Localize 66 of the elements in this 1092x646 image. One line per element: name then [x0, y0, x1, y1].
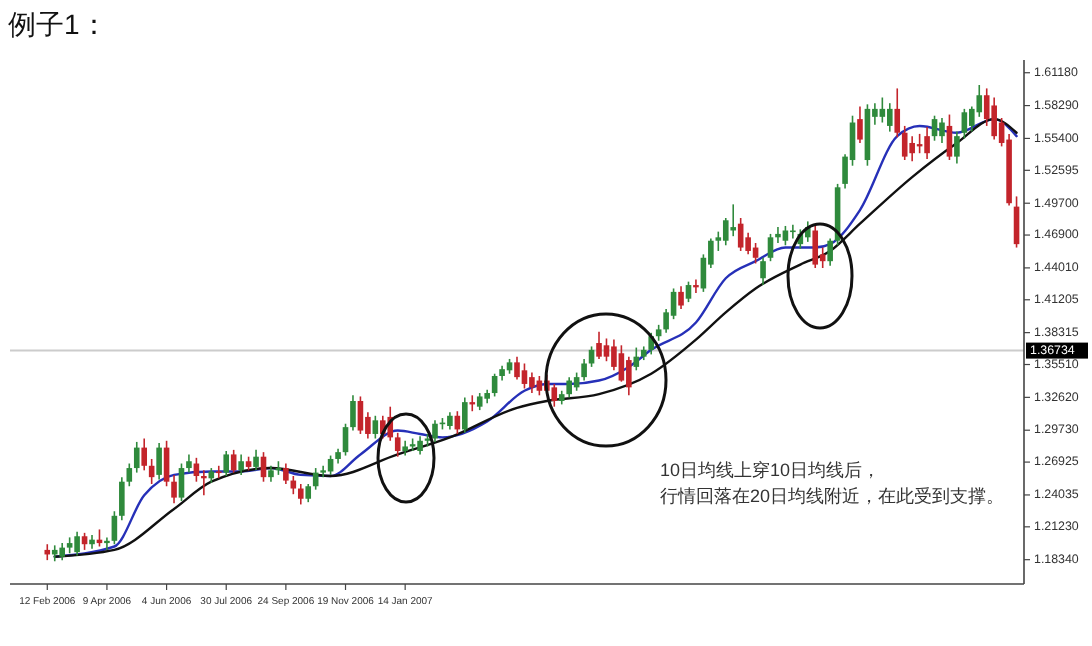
- candlestick: [462, 396, 468, 434]
- candlestick: [693, 278, 699, 294]
- candlestick: [901, 125, 908, 161]
- candlestick: [514, 355, 520, 381]
- candlestick: [551, 383, 558, 408]
- candlestick: [230, 449, 237, 474]
- candlestick: [350, 394, 356, 432]
- annotation: 行情回落在20日均线附近，在此受到支撑。: [660, 486, 1005, 506]
- candlestick: [201, 469, 207, 497]
- candlestick: [133, 441, 140, 474]
- candlestick: [156, 442, 162, 481]
- candlestick: [51, 544, 58, 563]
- candlestick: [223, 450, 230, 477]
- chart-title: 例子1：: [8, 8, 108, 40]
- annotation: 10日均线上穿10日均线后，: [660, 460, 881, 480]
- candlestick: [469, 394, 476, 413]
- candlestick: [737, 217, 744, 252]
- candlestick: [827, 237, 833, 267]
- candlestick: [178, 462, 185, 502]
- candlestick: [760, 256, 766, 286]
- candlestick: [215, 464, 222, 480]
- candlestick: [529, 371, 535, 394]
- candlestick: [991, 96, 997, 141]
- candlestick: [886, 102, 893, 133]
- candlestick: [790, 224, 796, 240]
- candlestick: [44, 543, 51, 561]
- candlestick: [603, 337, 610, 363]
- candlestick: [104, 536, 110, 551]
- candlestick: [141, 437, 148, 472]
- candlestick: [946, 113, 953, 161]
- candlestick: [372, 414, 379, 440]
- candlestick: [394, 432, 401, 458]
- candlestick: [685, 280, 692, 303]
- candlestick: [618, 344, 625, 383]
- candlestick: [581, 358, 587, 382]
- candlestick: [283, 462, 289, 485]
- candlestick: [745, 231, 751, 256]
- candlestick: [775, 226, 781, 244]
- candlestick: [909, 135, 915, 162]
- candlestick: [186, 453, 192, 474]
- candlestick: [171, 474, 177, 505]
- candlestick: [297, 483, 304, 506]
- candlestick: [961, 108, 968, 140]
- candlestick: [238, 453, 244, 476]
- candlestick: [305, 483, 312, 503]
- candlestick: [954, 130, 960, 165]
- candlestick: [566, 376, 572, 399]
- candlestick: [626, 355, 632, 397]
- candlestick: [924, 126, 930, 160]
- candlestick: [812, 224, 819, 269]
- candlestick: [74, 530, 80, 557]
- candlestick: [253, 449, 259, 472]
- candlestick: [357, 395, 364, 435]
- candlestick: [633, 346, 640, 372]
- candlestick: [89, 534, 95, 550]
- candlestick: [432, 419, 438, 443]
- candlestick: [894, 87, 901, 139]
- candlestick: [678, 285, 684, 310]
- candlestick: [596, 330, 602, 360]
- candlestick: [521, 362, 528, 390]
- candlestick: [417, 435, 423, 456]
- candlestick: [767, 233, 774, 262]
- candlestick: [730, 203, 737, 237]
- candlestick: [782, 225, 789, 247]
- candlestick: [857, 105, 863, 144]
- candlestick: [939, 117, 945, 144]
